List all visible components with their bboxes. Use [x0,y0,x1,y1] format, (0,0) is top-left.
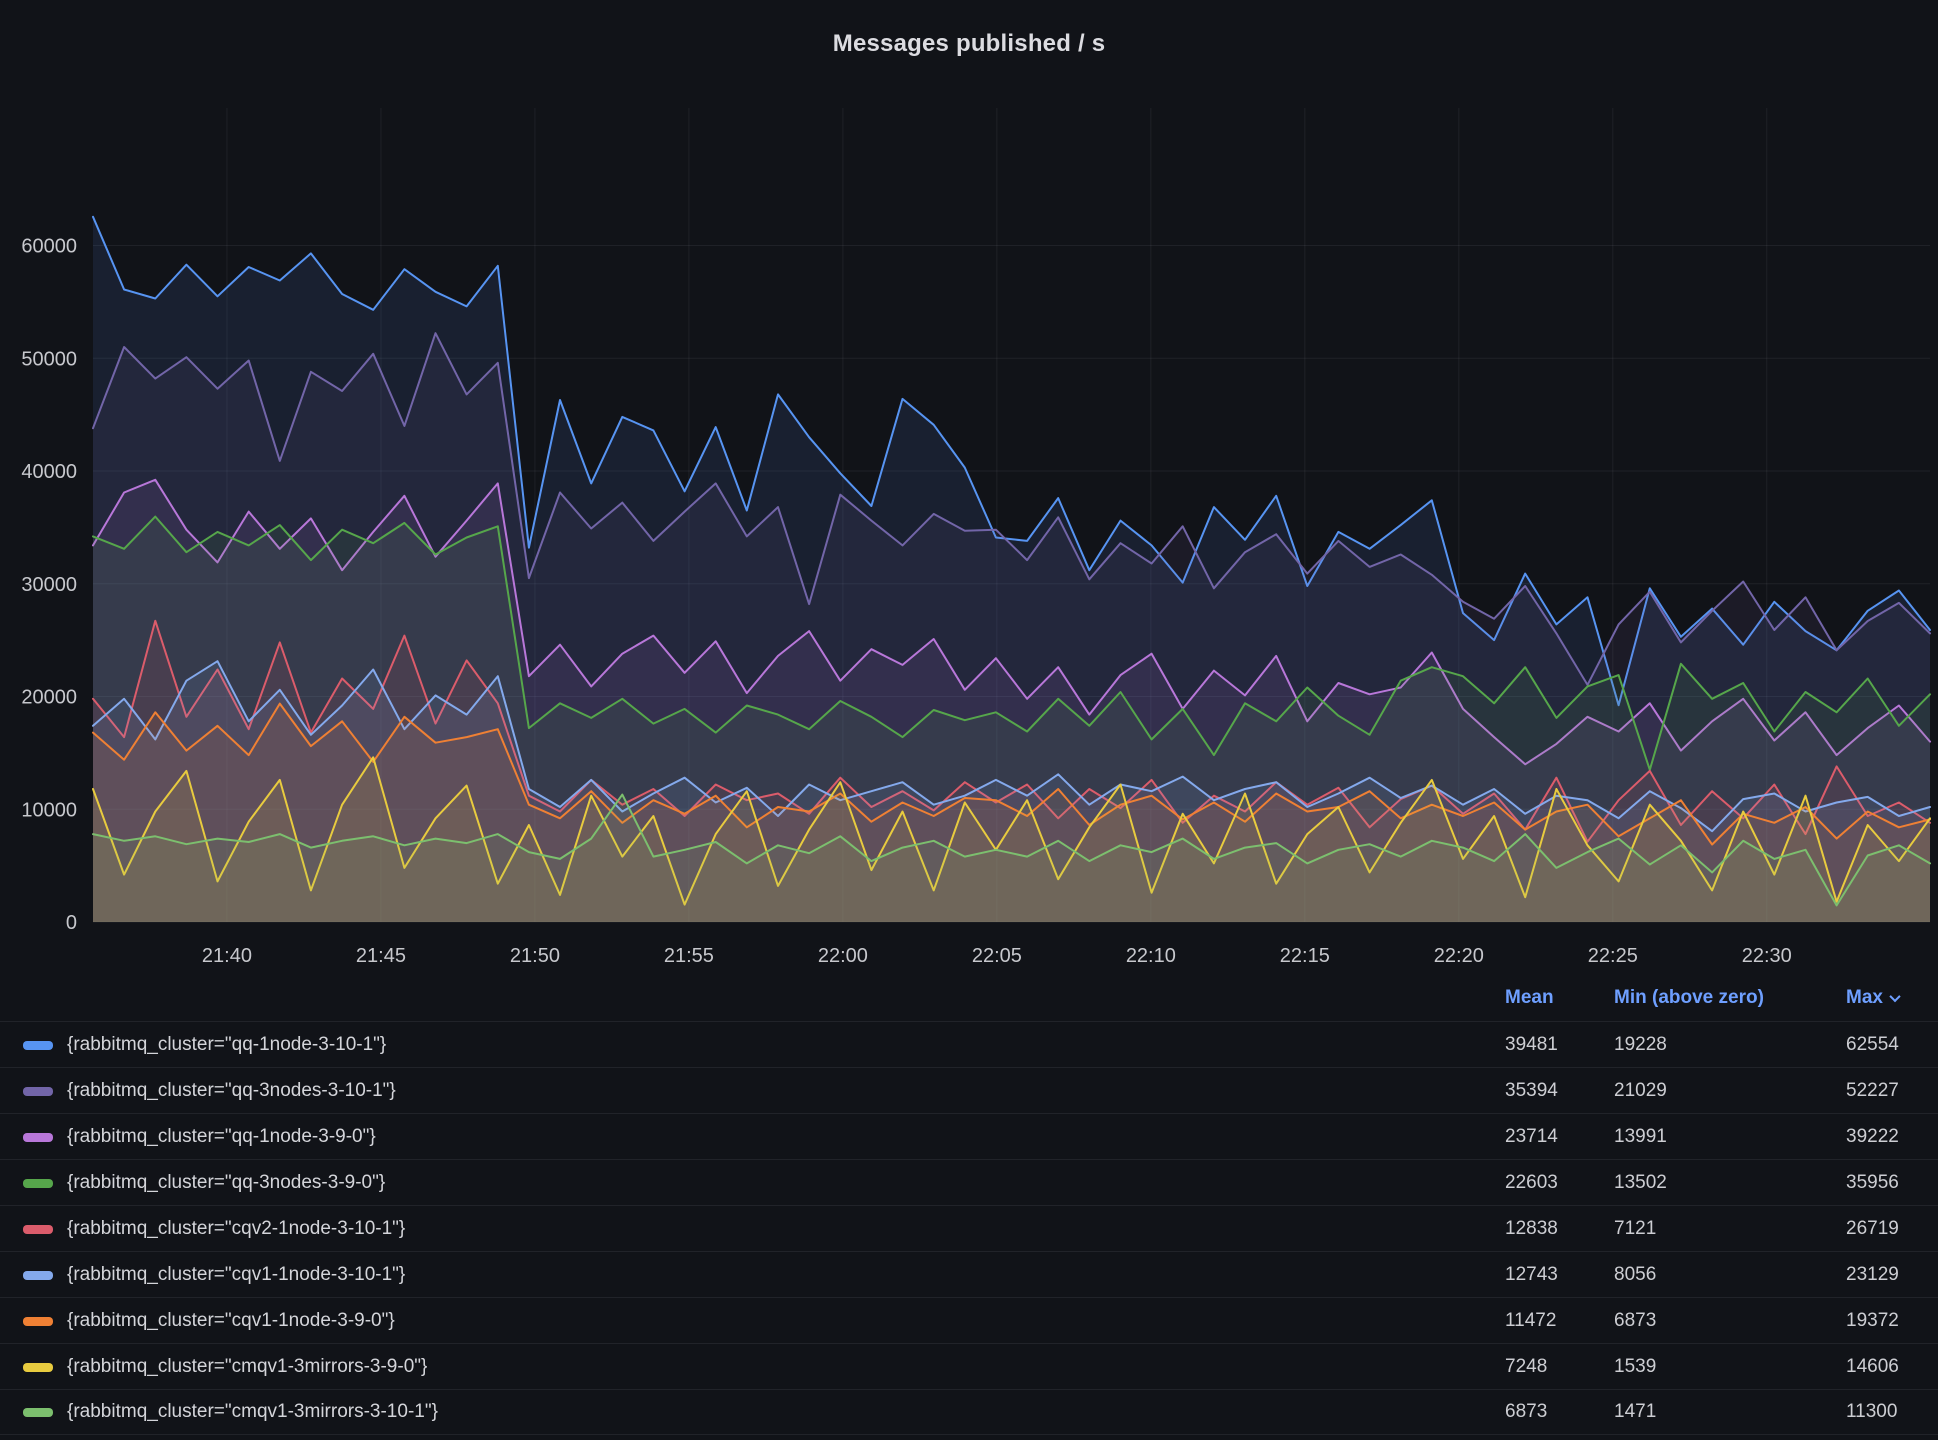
series-line-3[interactable] [92,478,1931,766]
series-line-2[interactable] [92,332,1931,686]
series-area-3 [93,479,1930,922]
y-axis-tick-label: 40000 [21,461,77,483]
legend-header-min[interactable]: Min (above zero) [1614,987,1764,1008]
series-area-9 [93,794,1930,922]
panel-title[interactable]: Messages published / s [832,30,1106,57]
x-axis-tick-label: 22:30 [1742,945,1792,967]
x-axis-tick-label: 21:45 [356,945,406,967]
x-axis-tick-label: 22:20 [1434,945,1484,967]
legend-max-value: 52227 [1846,1079,1899,1101]
y-axis-tick-label: 10000 [21,799,77,821]
legend-row: {rabbitmq_cluster="cqv2-1node-3-10-1"} 12… [0,1205,1938,1251]
legend-min-value: 19228 [1614,1033,1667,1055]
x-axis-tick-label: 22:25 [1588,945,1638,967]
legend-max-value: 23129 [1846,1263,1899,1285]
legend-series-swatch[interactable] [23,1224,53,1234]
series-area-1 [93,216,1930,923]
legend-series-name[interactable]: {rabbitmq_cluster="qq-3nodes-3-9-0"} [67,1171,386,1193]
legend-series-name[interactable]: {rabbitmq_cluster="cqv1-1node-3-10-1"} [67,1263,406,1285]
legend-series-swatch[interactable] [23,1316,53,1326]
series-line-5[interactable] [92,619,1931,843]
legend-min-value: 6873 [1614,1309,1657,1331]
legend-row: {rabbitmq_cluster="qq-3nodes-3-9-0"} 2260… [0,1159,1938,1205]
legend-mean-value: 12838 [1505,1217,1558,1239]
series-area-2 [93,333,1930,922]
legend-series-name[interactable]: {rabbitmq_cluster="cqv2-1node-3-10-1"} [67,1217,406,1239]
legend-max-value: 11300 [1846,1401,1898,1422]
legend-max-value: 14606 [1846,1355,1899,1377]
x-axis-tick-label: 22:05 [972,945,1022,967]
series-line-7[interactable] [92,702,1931,846]
legend-min-value: 1471 [1614,1401,1657,1422]
legend-mean-value: 6873 [1505,1401,1548,1422]
legend-series-swatch[interactable] [23,1362,53,1372]
legend-row: {rabbitmq_cluster="cqv1-1node-3-9-0"} 114… [0,1297,1938,1343]
legend-series-name[interactable]: {rabbitmq_cluster="qq-1node-3-10-1"} [67,1033,387,1055]
sort-descending-caret-icon [1889,990,1901,1003]
legend-max-value: 35956 [1846,1171,1899,1193]
legend-series-name[interactable]: {rabbitmq_cluster="cmqv1-3mirrors-3-10-1… [67,1401,438,1422]
x-axis-tick-label: 21:50 [510,945,560,967]
x-axis-tick-label: 21:55 [664,945,714,967]
legend-row: {rabbitmq_cluster="qq-1node-3-9-0"} 23714… [0,1113,1938,1159]
x-axis-tick-label: 21:40 [202,945,252,967]
y-axis-tick-label: 20000 [21,687,77,709]
legend-max-value: 19372 [1846,1309,1899,1331]
legend-series-name[interactable]: {rabbitmq_cluster="qq-3nodes-3-10-1"} [67,1079,396,1101]
legend-min-value: 21029 [1614,1079,1667,1101]
legend-mean-value: 11472 [1505,1309,1557,1331]
legend-table: Mean Min (above zero) Max {rabbitmq_clus… [0,975,1938,1440]
legend-series-swatch[interactable] [23,1178,53,1188]
legend-max-value: 62554 [1846,1033,1899,1055]
legend-mean-value: 23714 [1505,1125,1558,1147]
series-area-7 [93,703,1930,922]
series-line-6[interactable] [92,660,1931,833]
legend-row: {rabbitmq_cluster="cmqv1-3mirrors-3-9-0"… [0,1343,1938,1389]
y-axis-tick-label: 60000 [21,236,77,258]
series-line-4[interactable] [92,515,1931,771]
y-axis-tick-label: 50000 [21,348,77,370]
legend-row: {rabbitmq_cluster="cmqv1-3mirrors-3-10-1… [0,1389,1938,1435]
legend-series-swatch[interactable] [23,1270,53,1280]
series-area-4 [93,516,1930,922]
x-axis-tick-label: 22:15 [1280,945,1330,967]
legend-row: {rabbitmq_cluster="qq-3nodes-3-10-1"} 353… [0,1067,1938,1113]
y-axis-tick-label: 0 [66,912,77,934]
legend-header-row: Mean Min (above zero) Max [0,975,1938,1021]
legend-max-value: 39222 [1846,1125,1899,1147]
legend-series-swatch[interactable] [23,1040,53,1050]
legend-mean-value: 7248 [1505,1355,1548,1377]
legend-series-swatch[interactable] [23,1086,53,1096]
legend-min-value: 13502 [1614,1171,1667,1193]
legend-min-value: 7121 [1614,1217,1657,1239]
legend-series-swatch[interactable] [23,1132,53,1142]
legend-series-name[interactable]: {rabbitmq_cluster="cqv1-1node-3-9-0"} [67,1309,395,1331]
legend-series-name[interactable]: {rabbitmq_cluster="qq-1node-3-9-0"} [67,1125,376,1147]
y-axis-tick-label: 30000 [21,574,77,596]
legend-row: {rabbitmq_cluster="cqv1-1node-3-10-1"} 12… [0,1251,1938,1297]
series-line-9[interactable] [92,793,1931,907]
legend-mean-value: 12743 [1505,1263,1558,1285]
series-line-1[interactable] [92,215,1931,707]
legend-max-value: 26719 [1846,1217,1899,1239]
legend-header-max[interactable]: Max [1846,987,1930,1009]
legend-min-value: 8056 [1614,1263,1657,1285]
timeseries-chart[interactable]: 0 10000 20000 30000 40000 50000 60000 21:40 21:4… [0,0,1938,975]
x-axis-tick-label: 22:10 [1126,945,1176,967]
x-axis-tick-label: 22:00 [818,945,868,967]
legend-min-value: 1539 [1614,1355,1657,1377]
series-line-8[interactable] [92,756,1931,906]
legend-rows: {rabbitmq_cluster="qq-1node-3-10-1"} 3948… [0,1021,1938,1435]
legend-header-mean[interactable]: Mean [1505,987,1554,1008]
legend-mean-value: 35394 [1505,1079,1558,1101]
legend-min-value: 13991 [1614,1125,1667,1147]
legend-mean-value: 22603 [1505,1171,1558,1193]
legend-mean-value: 39481 [1505,1033,1558,1055]
legend-series-name[interactable]: {rabbitmq_cluster="cmqv1-3mirrors-3-9-0"… [67,1355,428,1377]
legend-row: {rabbitmq_cluster="qq-1node-3-10-1"} 3948… [0,1021,1938,1067]
legend-series-swatch[interactable] [23,1408,53,1417]
series-area-8 [93,757,1930,922]
